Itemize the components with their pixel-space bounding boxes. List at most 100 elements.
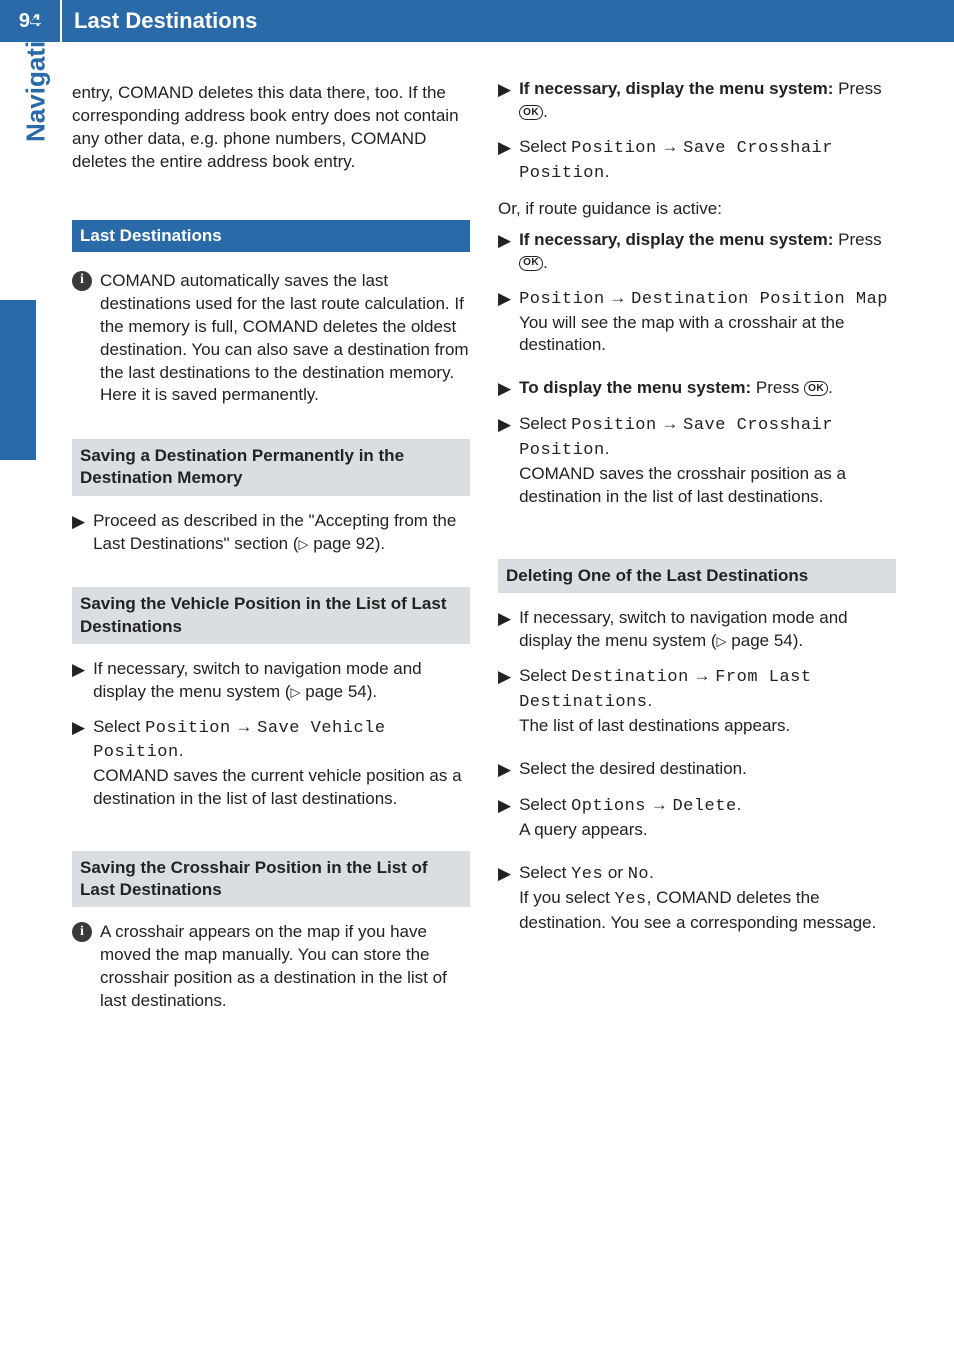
bullet-icon: ▶ [498, 378, 511, 401]
step-item: ▶ Select Options → Delete. A query appea… [498, 794, 896, 850]
step-item: ▶ Select the desired destination. [498, 758, 896, 782]
text-fragment: Press [838, 230, 881, 249]
step-item: ▶ Proceed as described in the "Accepting… [72, 510, 470, 556]
step-text: Select Destination → From Last Destinati… [519, 665, 896, 746]
step-text: Select Yes or No. If you select Yes, COM… [519, 862, 896, 943]
text-fragment: Press [756, 378, 804, 397]
menu-path-item: Delete [672, 797, 736, 816]
step-bold: To display the menu system: [519, 378, 756, 397]
bullet-icon: ▶ [498, 608, 511, 631]
step-result: If you select Yes, COMAND deletes the de… [519, 887, 896, 935]
step-text: If necessary, display the menu system: P… [519, 229, 896, 275]
menu-path-item: No [628, 865, 649, 884]
step-result: COMAND saves the current vehicle positio… [93, 765, 470, 811]
step-item: ▶ If necessary, display the menu system:… [498, 78, 896, 124]
subsection-deleting: Deleting One of the Last Destinations [498, 559, 896, 593]
text-fragment: . [605, 162, 610, 181]
info-icon: i [72, 922, 92, 942]
text-fragment: Select [519, 666, 571, 685]
menu-path-item: Options [571, 797, 646, 816]
link-triangle-icon: ▷ [299, 536, 309, 551]
step-text: If necessary, switch to navigation mode … [93, 658, 470, 704]
subsection-saving-vehicle-position: Saving the Vehicle Position in the List … [72, 587, 470, 643]
text-fragment: Press [838, 79, 881, 98]
step-text: If necessary, display the menu system: P… [519, 78, 896, 124]
menu-path-item: Destination [571, 668, 689, 687]
step-text: Select Position → Save Crosshair Positio… [519, 413, 896, 517]
arrow-icon: → [605, 288, 631, 307]
arrow-icon: → [657, 414, 683, 433]
page-header: 94 Last Destinations [0, 0, 954, 42]
page-ref: page 54 [305, 682, 366, 701]
step-text: To display the menu system: Press OK. [519, 377, 896, 400]
menu-path-item: Position [571, 416, 657, 435]
arrow-icon: → [689, 666, 715, 685]
menu-path-item: Yes [571, 865, 603, 884]
menu-path-item: Position [571, 139, 657, 158]
bullet-icon: ▶ [498, 414, 511, 437]
step-text: Select Position → Save Vehicle Position.… [93, 716, 470, 820]
step-text: Proceed as described in the "Accepting f… [93, 510, 470, 556]
link-triangle-icon: ▷ [291, 684, 301, 699]
step-item: ▶ If necessary, display the menu system:… [498, 229, 896, 275]
text-fragment: . [179, 741, 184, 760]
step-item: ▶ If necessary, switch to navigation mod… [72, 658, 470, 704]
text-fragment: . [649, 863, 654, 882]
subsection-saving-permanently: Saving a Destination Permanently in the … [72, 439, 470, 495]
ok-button-icon: OK [804, 381, 828, 396]
step-result: You will see the map with a crosshair at… [519, 312, 896, 358]
text-fragment: Proceed as described in the "Accepting f… [93, 511, 456, 553]
bullet-icon: ▶ [498, 666, 511, 689]
step-result: A query appears. [519, 819, 896, 842]
menu-path-item: Yes [615, 890, 647, 909]
info-icon: i [72, 271, 92, 291]
side-tab-bar [0, 300, 36, 460]
step-text: If necessary, switch to navigation mode … [519, 607, 896, 653]
section-heading-last-destinations: Last Destinations [72, 220, 470, 252]
step-result: COMAND saves the crosshair position as a… [519, 463, 896, 509]
bullet-icon: ▶ [498, 79, 511, 102]
step-text: Select Position → Save Crosshair Positio… [519, 136, 896, 186]
bullet-icon: ▶ [72, 659, 85, 682]
info-text: A crosshair appears on the map if you ha… [100, 921, 470, 1013]
text-fragment: Select [519, 795, 571, 814]
step-bold: If necessary, display the menu system: [519, 230, 833, 249]
info-text: COMAND automatically saves the last dest… [100, 270, 470, 408]
bullet-icon: ▶ [498, 288, 511, 311]
content-area: entry, COMAND deletes this data there, t… [72, 78, 912, 1025]
bullet-icon: ▶ [72, 511, 85, 534]
ok-button-icon: OK [519, 256, 543, 271]
arrow-icon: → [657, 137, 683, 156]
page-ref: page 54 [731, 631, 792, 650]
step-item: ▶ To display the menu system: Press OK. [498, 377, 896, 401]
bullet-icon: ▶ [498, 863, 511, 886]
step-bold: If necessary, display the menu system: [519, 79, 833, 98]
text-fragment: ). [375, 534, 385, 553]
text-fragment: or [603, 863, 628, 882]
arrow-icon: → [646, 795, 672, 814]
info-note: i COMAND automatically saves the last de… [72, 270, 470, 408]
menu-path-item: Destination Position Map [631, 290, 888, 309]
text-fragment: . [828, 378, 833, 397]
ok-button-icon: OK [519, 105, 543, 120]
page-title: Last Destinations [62, 0, 954, 42]
arrow-icon: → [231, 717, 257, 736]
step-item: ▶ Select Destination → From Last Destina… [498, 665, 896, 746]
link-triangle-icon: ▷ [717, 634, 727, 649]
text-fragment: . [543, 102, 548, 121]
bullet-icon: ▶ [72, 717, 85, 740]
step-result: The list of last destinations appears. [519, 715, 896, 738]
text-fragment: . [648, 691, 653, 710]
text-fragment: . [543, 253, 548, 272]
info-note: i A crosshair appears on the map if you … [72, 921, 470, 1013]
step-item: ▶ If necessary, switch to navigation mod… [498, 607, 896, 653]
bullet-icon: ▶ [498, 137, 511, 160]
step-text: Select Options → Delete. A query appears… [519, 794, 896, 850]
menu-path-item: Position [145, 719, 231, 738]
side-tab-label: Navigation [21, 0, 52, 156]
right-column: ▶ If necessary, display the menu system:… [498, 78, 896, 1025]
page-ref: page 92 [313, 534, 374, 553]
text-fragment: Select [519, 414, 571, 433]
bullet-icon: ▶ [498, 795, 511, 818]
left-column: entry, COMAND deletes this data there, t… [72, 78, 470, 1025]
